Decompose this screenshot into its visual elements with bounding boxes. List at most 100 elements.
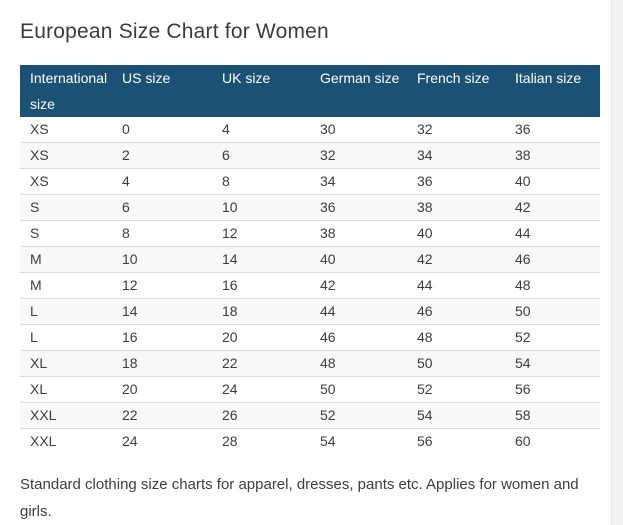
size-cell: 50: [407, 350, 505, 377]
size-cell: 54: [505, 350, 600, 377]
size-cell: 24: [212, 376, 310, 403]
size-cell: XS: [30, 121, 49, 137]
column-header: US size: [112, 65, 212, 117]
size-cell: 12: [212, 220, 310, 247]
size-cell: 34: [310, 168, 407, 195]
size-cell: XS: [20, 142, 112, 169]
size-cell: 48: [310, 350, 407, 377]
size-cell: 36: [515, 121, 531, 137]
size-cell: 60: [505, 428, 600, 454]
size-cell: 12: [112, 272, 212, 299]
size-cell: 48: [407, 324, 505, 351]
size-cell: 34: [407, 142, 505, 169]
table-row: XXL 22 26 52 54 58: [20, 402, 600, 429]
size-cell: 46: [505, 246, 600, 273]
size-cell: 52: [310, 402, 407, 429]
size-cell: 8: [212, 168, 310, 195]
size-cell: 26: [212, 402, 310, 429]
size-cell: 20: [212, 324, 310, 351]
size-cell: S: [20, 220, 112, 247]
size-cell: 22: [212, 350, 310, 377]
size-cell: S: [20, 194, 112, 221]
size-cell: 42: [505, 194, 600, 221]
size-cell: 16: [112, 324, 212, 351]
table-row: XS 4 8 34 36 40: [20, 168, 600, 195]
size-cell: XXL: [20, 402, 112, 429]
size-cell: 16: [212, 272, 310, 299]
size-cell: 4: [112, 168, 212, 195]
size-cell: 46: [310, 324, 407, 351]
table-row: XS 2 6 32 34 38: [20, 142, 600, 169]
size-cell: 14: [212, 246, 310, 273]
table-row: L 16 20 46 48 52: [20, 324, 600, 351]
size-cell: 14: [112, 298, 212, 325]
size-cell: 54: [310, 428, 407, 454]
size-cell: 44: [310, 298, 407, 325]
table-row: M 10 14 40 42 46: [20, 246, 600, 273]
table-row: S 6 10 36 38 42: [20, 194, 600, 221]
size-cell: XL: [20, 350, 112, 377]
size-cell: 40: [310, 246, 407, 273]
size-cell: 18: [112, 350, 212, 377]
size-cell: 50: [310, 376, 407, 403]
size-cell: 38: [407, 194, 505, 221]
table-row: XL 20 24 50 52 56: [20, 376, 600, 403]
table-row: XL 18 22 48 50 54: [20, 350, 600, 377]
size-cell: 22: [112, 402, 212, 429]
size-cell: 6: [112, 194, 212, 221]
size-cell: 28: [212, 428, 310, 454]
table-row: M 12 16 42 44 48: [20, 272, 600, 299]
table-body: XS 0 4 30 32 36 XS 2 6 32 34 38 XS 4 8 34 36 40 S 6 10 36 38 42…: [20, 117, 600, 454]
size-cell: 38: [505, 142, 600, 169]
size-cell: 32: [417, 121, 433, 137]
size-cell: M: [20, 246, 112, 273]
size-cell: 42: [407, 246, 505, 273]
footer-note: Standard clothing size charts for appare…: [20, 476, 579, 520]
size-cell: 6: [212, 142, 310, 169]
size-cell: XXL: [20, 428, 112, 454]
size-cell: L: [20, 298, 112, 325]
size-cell: 8: [112, 220, 212, 247]
table-header: International size US size UK size German s…: [20, 65, 600, 117]
size-cell: 36: [407, 168, 505, 195]
size-cell: 42: [310, 272, 407, 299]
size-cell: 20: [112, 376, 212, 403]
size-chart-table: International size US size UK size German s…: [20, 65, 600, 454]
size-cell: 54: [407, 402, 505, 429]
size-cell: 10: [212, 194, 310, 221]
size-cell: 56: [505, 376, 600, 403]
size-cell: 32: [310, 142, 407, 169]
size-cell: 38: [310, 220, 407, 247]
size-cell: 40: [407, 220, 505, 247]
size-cell: L: [20, 324, 112, 351]
column-header: International size: [20, 65, 112, 117]
size-cell: 58: [505, 402, 600, 429]
size-cell: 52: [505, 324, 600, 351]
size-cell: 2: [112, 142, 212, 169]
size-cell: 24: [112, 428, 212, 454]
size-cell: 50: [505, 298, 600, 325]
column-header: French size: [407, 65, 505, 117]
size-cell: 0: [122, 121, 130, 137]
size-cell: XL: [20, 376, 112, 403]
table-row: XS 0 4 30 32 36: [20, 117, 600, 143]
column-header: Italian size: [505, 65, 600, 117]
size-cell: 44: [407, 272, 505, 299]
size-cell: 40: [505, 168, 600, 195]
size-cell: 18: [212, 298, 310, 325]
size-cell: XS: [20, 168, 112, 195]
size-cell: 52: [407, 376, 505, 403]
page-title: European Size Chart for Women: [20, 20, 329, 43]
size-cell: 44: [505, 220, 600, 247]
column-header: UK size: [212, 65, 310, 117]
table-row: XXL 24 28 54 56 60: [20, 428, 600, 454]
size-cell: 10: [112, 246, 212, 273]
size-cell: 46: [407, 298, 505, 325]
size-cell: 4: [222, 121, 230, 137]
size-cell: 30: [320, 121, 336, 137]
header-row: International size US size UK size German s…: [20, 65, 600, 117]
table-row: L 14 18 44 46 50: [20, 298, 600, 325]
size-cell: 56: [407, 428, 505, 454]
size-cell: 48: [505, 272, 600, 299]
